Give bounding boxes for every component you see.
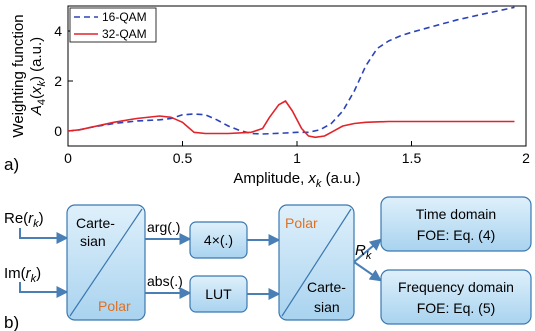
converter2-cartesian-line2: sian: [314, 299, 340, 315]
y-label-var: x: [28, 86, 45, 95]
y-tick-label: 4: [54, 23, 62, 39]
converter1-polar: Polar: [98, 298, 131, 314]
y-tick-label: 2: [54, 73, 62, 89]
series-line-0: [67, 6, 515, 135]
y-label-function-sub: 4: [36, 99, 48, 105]
chart-panel: 0 0.5 1 1.5 2 0 2 4 16-QAM 32-QAM Weighting fu…: [4, 5, 530, 190]
frequency-domain-line2: FOE: Eq. (5): [417, 300, 496, 316]
arrow-rk-to-freq: [353, 261, 382, 282]
lut-label: LUT: [205, 286, 232, 302]
x-label-text: Amplitude,: [233, 170, 308, 187]
arg-label: arg(.): [147, 219, 180, 235]
input-im: Im(rk): [4, 265, 41, 285]
series-layer: [67, 6, 515, 139]
legend: 16-QAM 32-QAM: [69, 7, 157, 43]
x-axis-ticks: 0 0.5 1 1.5 2: [64, 141, 530, 166]
frequency-domain-line1: Frequency domain: [398, 279, 514, 295]
x-tick-label: 0.5: [173, 150, 193, 166]
x-tick-label: 0: [64, 150, 72, 166]
x-label-unit: (a.u.): [321, 170, 360, 187]
x-label-var: x: [307, 170, 316, 187]
rk-label: Rk: [355, 242, 372, 262]
y-label-function: A: [28, 105, 45, 116]
block-diagram: Re(rk) Im(rk) Carte- sian Polar arg(.) a…: [4, 196, 532, 331]
y-axis-label-line1: Weighting function: [10, 14, 27, 137]
x-tick-label: 2: [522, 150, 530, 166]
frequency-domain-foe-block: Frequency domain FOE: Eq. (5): [380, 269, 532, 325]
y-label-var-sub: k: [36, 81, 48, 87]
x-label-sub: k: [316, 178, 322, 190]
arrow-rk-to-time: [353, 238, 382, 263]
y-label-unit: ) (a.u.): [28, 37, 45, 81]
arrow-im-to-converter1: [19, 282, 69, 298]
legend-box: [69, 7, 157, 43]
panel-label-b: b): [4, 313, 19, 331]
polar-to-cartesian-block: Polar Carte- sian: [278, 204, 355, 321]
converter1-cartesian-line1: Carte-: [76, 215, 115, 231]
lut-block: LUT: [189, 275, 248, 313]
x-axis-label: Amplitude, xk (a.u.): [233, 170, 360, 190]
legend-label-32qam: 32-QAM: [102, 27, 147, 41]
legend-label-16qam: 16-QAM: [102, 10, 147, 24]
converter2-cartesian-line1: Carte-: [307, 279, 346, 295]
time-domain-line1: Time domain: [416, 206, 496, 222]
y-axis-label-line2: A4(xk) (a.u.): [28, 37, 48, 116]
abs-label: abs(.): [147, 273, 183, 289]
x-tick-label: 1: [293, 150, 301, 166]
x-tick-label: 1.5: [402, 150, 422, 166]
converter1-cartesian-line2: sian: [80, 233, 106, 249]
time-domain-foe-block: Time domain FOE: Eq. (4): [380, 196, 532, 252]
multiply-label: 4×(.): [204, 232, 233, 248]
multiply-block: 4×(.): [189, 221, 248, 259]
y-label-open: (: [28, 94, 45, 99]
y-tick-label: 0: [54, 123, 62, 139]
time-domain-line2: FOE: Eq. (4): [417, 227, 496, 243]
cartesian-to-polar-block: Carte- sian Polar: [66, 204, 146, 321]
converter2-polar: Polar: [285, 215, 318, 231]
input-re: Re(rk): [4, 210, 44, 230]
panel-label-a: a): [4, 155, 19, 174]
series-line-1: [67, 100, 515, 139]
arrow-re-to-converter1: [19, 228, 69, 244]
